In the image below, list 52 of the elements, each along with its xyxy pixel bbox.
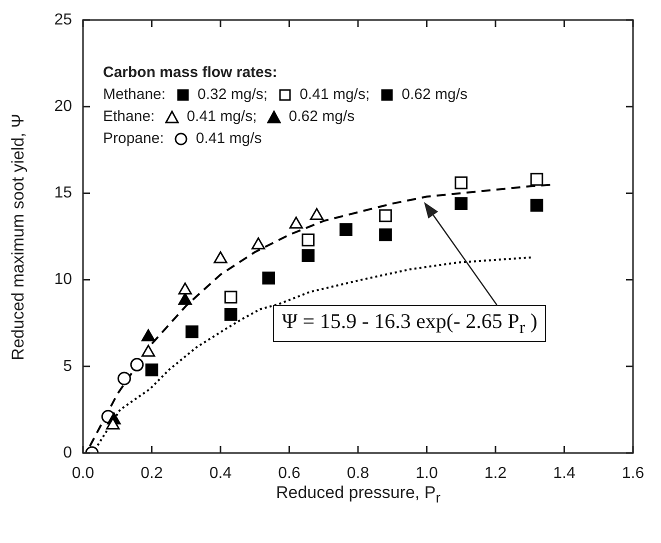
point xyxy=(142,329,156,342)
point xyxy=(186,325,198,338)
x-tick-label: 0.8 xyxy=(346,465,370,482)
point xyxy=(118,372,131,386)
annotation: Ethane: xyxy=(103,108,155,125)
point xyxy=(302,234,315,246)
point xyxy=(530,172,544,186)
x-tick-label: 1.6 xyxy=(622,465,644,482)
y-tick-label: 5 xyxy=(63,358,72,375)
x-tick-label: 1.0 xyxy=(416,465,438,482)
y-tick-label: 20 xyxy=(54,98,72,116)
point xyxy=(340,223,352,236)
y-axis-title: Reduced maximum soot yield, Ψ xyxy=(8,113,28,360)
legend-label: 0.62 mg/s xyxy=(288,108,355,125)
x-tick-label: 0.2 xyxy=(140,465,163,482)
legend-label: 0.41 mg/s xyxy=(196,130,262,147)
point xyxy=(145,363,158,376)
point xyxy=(142,344,156,357)
point xyxy=(454,176,468,190)
point xyxy=(224,308,238,321)
y-tick-label: 25 xyxy=(54,11,72,28)
point xyxy=(262,272,276,284)
point xyxy=(130,358,144,372)
x-tick-label: 0.6 xyxy=(278,465,300,482)
x-tick-label: 0.4 xyxy=(209,465,232,482)
point xyxy=(252,237,266,250)
point xyxy=(289,216,303,229)
legend-label: 0.41 mg/s; xyxy=(186,108,257,125)
point xyxy=(178,282,192,294)
x-tick-label: 1.2 xyxy=(484,465,507,482)
legend-label: 0.62 mg/s xyxy=(402,86,468,103)
point xyxy=(302,249,315,262)
y-tick-label: 15 xyxy=(54,184,72,202)
point xyxy=(530,198,544,212)
point xyxy=(106,418,120,430)
legend-title: Carbon mass flow rates: xyxy=(103,63,278,83)
point xyxy=(379,209,392,222)
point xyxy=(454,197,468,210)
legend-label: 0.41 mg/s; xyxy=(300,86,370,103)
annotation: Ψ = 15.9 - 16.3 exp(- 2.65 P$_{r}$ ) xyxy=(273,305,546,342)
point xyxy=(214,251,228,264)
y-tick-label: 10 xyxy=(54,271,72,288)
x-tick-label: 1.4 xyxy=(553,465,576,482)
annotation: Propane: xyxy=(103,130,164,147)
y-tick-label: 0 xyxy=(63,444,72,462)
point xyxy=(379,228,392,242)
x-axis-title: Reduced pressure, P$_{r}$ xyxy=(276,483,440,506)
x-tick-label: 0.0 xyxy=(72,465,94,482)
point xyxy=(178,292,192,305)
point xyxy=(224,290,238,304)
annotation: Methane: xyxy=(103,86,166,103)
legend-label: 0.32 mg/s; xyxy=(198,86,268,103)
